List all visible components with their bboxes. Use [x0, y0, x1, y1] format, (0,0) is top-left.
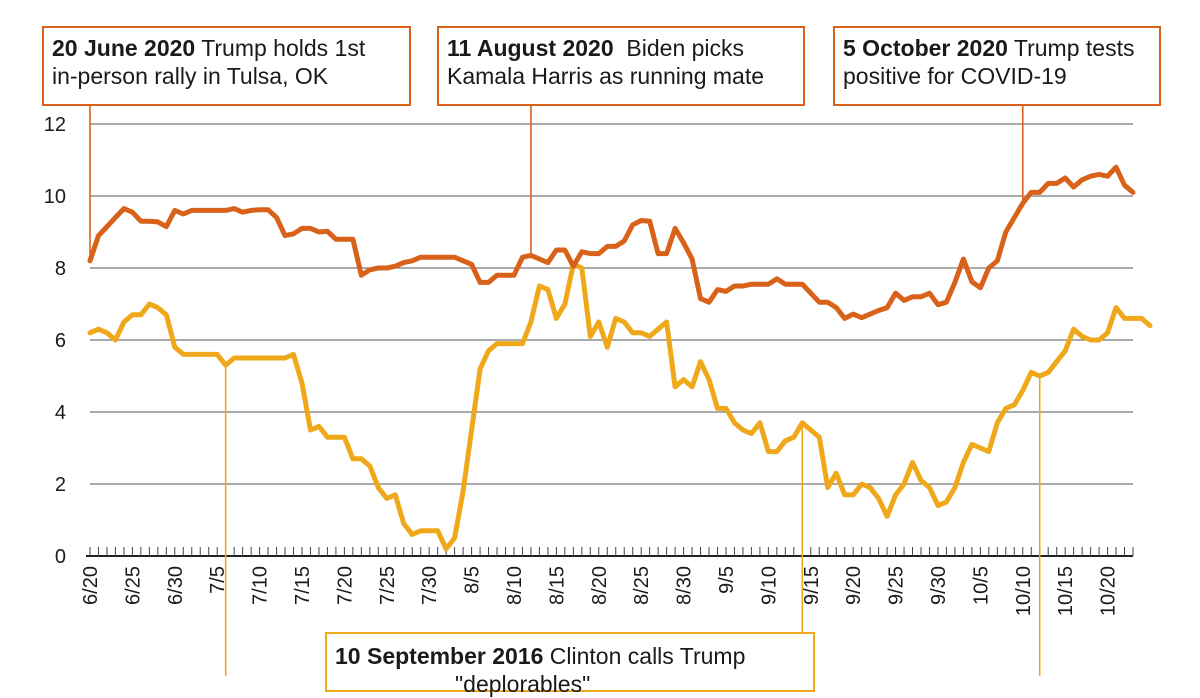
annotation-box-deplorables: 10 September 2016 Clinton calls Trump "d… [325, 632, 815, 697]
y-tick-label-4: 4 [55, 402, 66, 424]
annotation-text: Biden picks [613, 35, 745, 61]
annotation-box-tulsa-rally: 20 June 2020 Trump holds 1st in-person r… [42, 26, 411, 106]
y-axis: 0 2 4 6 8 10 12 [44, 114, 66, 568]
x-tick-label-9/30: 9/30 [928, 566, 950, 605]
y-tick-label-0: 0 [55, 546, 66, 568]
x-tick-label-10/10: 10/10 [1013, 566, 1035, 616]
x-tick-label-7/15: 7/15 [292, 566, 314, 605]
annotation-box-harris-pick: 11 August 2020 Biden picks Kamala Harris… [437, 26, 805, 106]
x-tick-label-7/30: 7/30 [419, 566, 441, 605]
x-tick-label-8/5: 8/5 [462, 566, 484, 594]
annotation-text-line2: "deplorables" [455, 671, 591, 697]
annotation-text: Clinton calls Trump [543, 643, 746, 669]
y-tick-label-8: 8 [55, 258, 66, 280]
series-line-1 [87, 261, 1153, 552]
line-chart: 0 2 4 6 8 10 12 6/20 6/25 6/30 7/5 7/10 7/15 7/20 7/2… [44, 106, 1153, 676]
x-tick-label-7/10: 7/10 [250, 566, 272, 605]
x-tick-label-9/25: 9/25 [886, 566, 908, 605]
annotation-text-line2: in-person rally in Tulsa, OK [52, 63, 329, 89]
x-tick-label-6/25: 6/25 [122, 566, 144, 605]
annotation-text: Trump tests [1007, 35, 1135, 61]
x-tick-label-9/15: 9/15 [801, 566, 823, 605]
x-tick-label-6/30: 6/30 [165, 566, 187, 605]
x-tick-label-9/10: 9/10 [758, 566, 780, 605]
series-line-0 [87, 164, 1136, 321]
x-tick-label-10/15: 10/15 [1055, 566, 1077, 616]
series-lines [87, 164, 1153, 552]
x-tick-label-9/5: 9/5 [716, 566, 738, 594]
annotation-date: 10 September 2016 [335, 643, 544, 669]
x-axis: 6/20 6/25 6/30 7/5 7/10 7/15 7/20 7/25 7/30 8/5 8/… [80, 547, 1134, 616]
x-tick-label-8/15: 8/15 [546, 566, 568, 605]
x-tick-label-10/20: 10/20 [1098, 566, 1120, 616]
x-tick-label-8/10: 8/10 [504, 566, 526, 605]
annotation-text-line2: Kamala Harris as running mate [447, 63, 765, 89]
y-tick-label-10: 10 [44, 186, 66, 208]
annotation-leaders [89, 106, 1041, 676]
x-tick-label-7/20: 7/20 [334, 566, 356, 605]
annotation-text: Trump holds 1st [195, 35, 366, 61]
x-tick-label-8/20: 8/20 [589, 566, 611, 605]
grid-lines [90, 123, 1133, 485]
x-tick-label-8/25: 8/25 [631, 566, 653, 605]
annotation-date: 20 June 2020 [52, 35, 196, 61]
annotation-box-trump-covid: 5 October 2020 Trump tests positive for … [833, 26, 1161, 106]
y-tick-label-12: 12 [44, 114, 66, 136]
x-tick-label-7/25: 7/25 [377, 566, 399, 605]
annotation-date: 11 August 2020 [447, 35, 614, 61]
x-tick-label-10/5: 10/5 [970, 566, 992, 605]
y-tick-label-6: 6 [55, 330, 66, 352]
annotation-date: 5 October 2020 [843, 35, 1008, 61]
x-tick-label-6/20: 6/20 [80, 566, 102, 605]
x-tick-label-7/5: 7/5 [207, 566, 229, 594]
x-tick-label-8/30: 8/30 [674, 566, 696, 605]
x-tick-label-9/20: 9/20 [843, 566, 865, 605]
y-tick-label-2: 2 [55, 474, 66, 496]
annotation-text-line2: positive for COVID-19 [843, 63, 1067, 89]
